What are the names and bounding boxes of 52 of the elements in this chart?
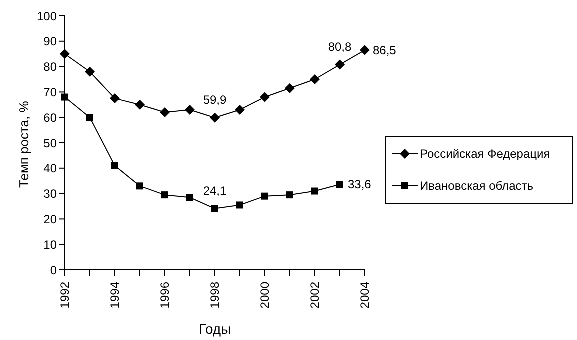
point [136, 182, 144, 190]
point [235, 104, 245, 115]
point [262, 192, 268, 200]
point [210, 112, 220, 123]
point [86, 114, 94, 122]
y-tick-label: 90 [44, 34, 58, 49]
data-label: 33,6 [348, 178, 372, 192]
y-tick-label: 100 [36, 9, 58, 24]
y-axis-title: Темп роста, % [16, 100, 32, 188]
point [135, 100, 145, 110]
point [85, 66, 95, 77]
point [212, 205, 218, 212]
y-tick-label: 40 [44, 162, 58, 176]
x-axis-title: Годы [198, 321, 232, 337]
y-tick-label: 0 [50, 263, 58, 278]
point [285, 83, 295, 94]
x-tick-label: 2000 [258, 282, 272, 309]
x-tick-label: 1998 [208, 282, 222, 309]
point [110, 94, 120, 104]
x-tick-label: 1994 [108, 282, 122, 309]
point [185, 104, 195, 115]
y-tick-label: 80 [44, 60, 58, 74]
point [260, 92, 270, 102]
point [160, 108, 170, 118]
x-tick-label: 2004 [358, 282, 372, 309]
point [310, 74, 320, 84]
point [186, 194, 194, 202]
y-tick-label: 50 [44, 136, 58, 150]
y-tick-label: 10 [44, 238, 58, 252]
point [60, 49, 70, 60]
data-label: 80,8 [328, 40, 352, 54]
legend-label: Ивановская область [420, 179, 534, 193]
point [162, 192, 168, 199]
data-label: 86,5 [373, 43, 397, 58]
data-label: 59,9 [203, 92, 227, 107]
point [312, 188, 318, 195]
point [336, 181, 344, 188]
point [236, 202, 244, 209]
legend-label: Российская Федерация [420, 147, 550, 161]
x-tick-label: 2002 [308, 282, 322, 309]
point [62, 94, 68, 101]
data-label: 24,1 [203, 184, 227, 198]
point [335, 60, 345, 70]
point [112, 162, 118, 170]
x-tick-label: 1992 [58, 282, 72, 309]
y-tick-label: 20 [44, 212, 58, 226]
point [286, 192, 294, 199]
x-tick-label: 1996 [158, 282, 172, 309]
y-tick-label: 60 [44, 110, 58, 125]
y-tick-label: 30 [44, 187, 58, 202]
point [360, 45, 370, 56]
y-tick-label: 70 [44, 85, 58, 100]
